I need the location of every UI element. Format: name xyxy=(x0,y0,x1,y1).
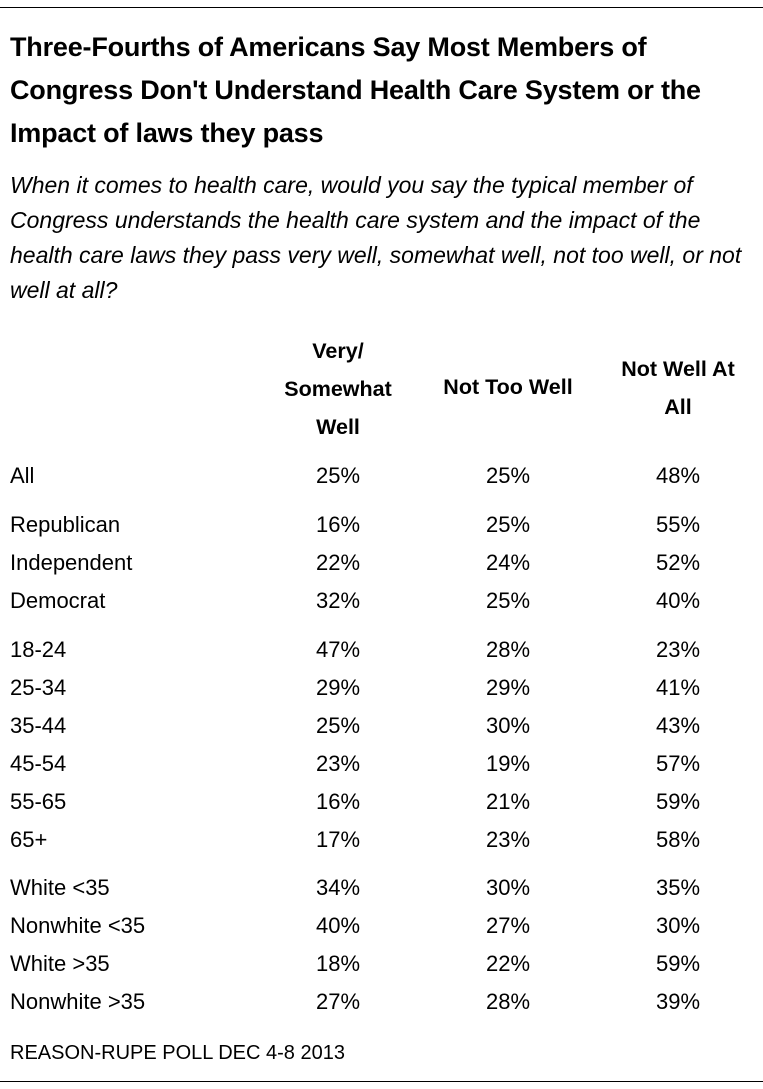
data-cell: 40% xyxy=(655,588,701,613)
row-label: Independent xyxy=(10,550,133,575)
data-cell: 59% xyxy=(655,789,701,814)
chart-subtitle: When it comes to health care, would you … xyxy=(10,172,742,303)
data-cell: 16% xyxy=(315,512,361,537)
data-cell: 19% xyxy=(485,751,531,776)
data-cell: 32% xyxy=(315,588,361,613)
row-label: 65+ xyxy=(10,827,48,852)
data-cell: 39% xyxy=(655,989,701,1014)
data-cell: 25% xyxy=(315,463,361,488)
data-cell: 28% xyxy=(485,989,531,1014)
data-cell: 58% xyxy=(655,827,701,852)
data-cell: 23% xyxy=(655,637,701,662)
data-cell: 57% xyxy=(655,751,701,776)
row-label: Nonwhite <35 xyxy=(10,913,146,938)
data-cell: 23% xyxy=(315,751,361,776)
data-cell: 25% xyxy=(485,588,531,613)
data-cell: 16% xyxy=(315,789,361,814)
row-label: Democrat xyxy=(10,588,106,613)
column-headers: Very/ Somewhat Well Not Too Well Not Wel… xyxy=(0,332,763,442)
row-label: Republican xyxy=(10,512,121,537)
table-row: White <35 34% 30% 35% xyxy=(0,869,763,907)
column-header-not-too-well: Not Too Well xyxy=(443,375,573,399)
column-header-very-somewhat-well: Very/ Somewhat Well xyxy=(284,339,392,439)
row-label: 55-65 xyxy=(10,789,67,814)
table-row: Nonwhite >35 27% 28% 39% xyxy=(0,983,763,1021)
data-cell: 22% xyxy=(315,550,361,575)
table-row: Democrat 32% 25% 40% xyxy=(0,582,763,620)
data-cell: 29% xyxy=(485,675,531,700)
row-label: 35-44 xyxy=(10,713,67,738)
row-label: 45-54 xyxy=(10,751,67,776)
row-label: 18-24 xyxy=(10,637,67,662)
table-row: 18-24 47% 28% 23% xyxy=(0,631,763,669)
data-cell: 24% xyxy=(485,550,531,575)
data-cell: 48% xyxy=(655,463,701,488)
row-label: White <35 xyxy=(10,875,110,900)
chart-title: Three-Fourths of Americans Say Most Memb… xyxy=(10,32,701,148)
table-row: Nonwhite <35 40% 27% 30% xyxy=(0,907,763,945)
data-cell: 27% xyxy=(315,989,361,1014)
data-cell: 34% xyxy=(315,875,361,900)
data-cell: 55% xyxy=(655,512,701,537)
data-cell: 25% xyxy=(485,512,531,537)
table-row: 45-54 23% 19% 57% xyxy=(0,745,763,783)
data-cell: 52% xyxy=(655,550,701,575)
row-label: Nonwhite >35 xyxy=(10,989,146,1014)
source-note: REASON-RUPE POLL DEC 4-8 2013 xyxy=(10,1042,345,1064)
data-cell: 22% xyxy=(485,951,531,976)
data-cell: 18% xyxy=(315,951,361,976)
data-cell: 59% xyxy=(655,951,701,976)
column-header-not-well-at-all: Not Well At All xyxy=(621,357,735,419)
table-row: 25-34 29% 29% 41% xyxy=(0,669,763,707)
top-rule xyxy=(0,7,763,8)
data-cell: 40% xyxy=(315,913,361,938)
bottom-rule xyxy=(0,1081,763,1082)
table-row: 35-44 25% 30% 43% xyxy=(0,707,763,745)
data-cell: 25% xyxy=(485,463,531,488)
data-cell: 47% xyxy=(315,637,361,662)
data-cell: 29% xyxy=(315,675,361,700)
row-label: White >35 xyxy=(10,951,110,976)
data-cell: 30% xyxy=(485,713,531,738)
data-cell: 28% xyxy=(485,637,531,662)
table-row: 65+ 17% 23% 58% xyxy=(0,821,763,859)
data-cell: 23% xyxy=(485,827,531,852)
data-cell: 41% xyxy=(655,675,701,700)
data-cell: 30% xyxy=(485,875,531,900)
data-cell: 17% xyxy=(315,827,361,852)
table-row: White >35 18% 22% 59% xyxy=(0,945,763,983)
data-cell: 27% xyxy=(485,913,531,938)
data-cell: 35% xyxy=(655,875,701,900)
data-cell: 25% xyxy=(315,713,361,738)
table-row: Republican 16% 25% 55% xyxy=(0,506,763,544)
table-row: All 25% 25% 48% xyxy=(0,457,763,495)
data-cell: 30% xyxy=(655,913,701,938)
table-row: 55-65 16% 21% 59% xyxy=(0,783,763,821)
data-cell: 21% xyxy=(485,789,531,814)
table-row: Independent 22% 24% 52% xyxy=(0,544,763,582)
data-cell: 43% xyxy=(655,713,701,738)
row-label: 25-34 xyxy=(10,675,67,700)
row-label: All xyxy=(10,463,35,488)
